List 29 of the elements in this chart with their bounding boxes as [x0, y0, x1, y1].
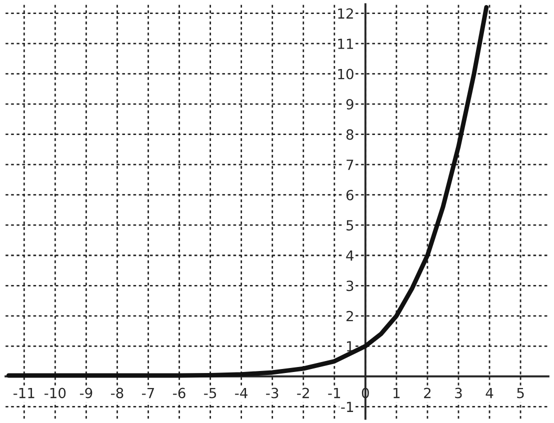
- x-tick-label: 1: [394, 388, 400, 398]
- x-tick-label: -11: [13, 388, 34, 398]
- x-tick-label: -3: [266, 388, 278, 398]
- y-tick-label: -1: [341, 402, 354, 412]
- x-tick-label: 4: [486, 388, 494, 398]
- y-tick-label: 12: [338, 8, 353, 19]
- y-tick-label: 11: [338, 38, 354, 49]
- y-tick-label: 4: [346, 250, 354, 261]
- x-tick-label: -1: [328, 388, 340, 398]
- y-tick-label: 10: [338, 68, 354, 80]
- x-tick-label: -8: [110, 388, 124, 398]
- line-series: [6, 5, 489, 378]
- y-tick-label: 2: [346, 310, 353, 322]
- x-tick-label: 5: [517, 388, 524, 398]
- x-tick-label: -7: [142, 388, 154, 398]
- x-tick-label: -2: [297, 388, 309, 398]
- y-tick-label: 8: [346, 129, 354, 140]
- x-tick-label: 2: [424, 388, 430, 398]
- y-tick-label: 6: [346, 190, 354, 200]
- x-tick-label: -9: [80, 388, 92, 398]
- y-tick-label: 5: [346, 220, 354, 231]
- y-tick-label: 3: [346, 280, 354, 292]
- x-tick-label: -6: [173, 388, 186, 398]
- y-tick-label: 7: [346, 160, 354, 170]
- x-tick-label: 3: [455, 388, 462, 398]
- x-tick-label: -10: [44, 388, 66, 398]
- x-tick-label: -4: [235, 388, 248, 398]
- y-tick-label: 9: [346, 99, 354, 110]
- x-tick-label: -5: [204, 388, 216, 398]
